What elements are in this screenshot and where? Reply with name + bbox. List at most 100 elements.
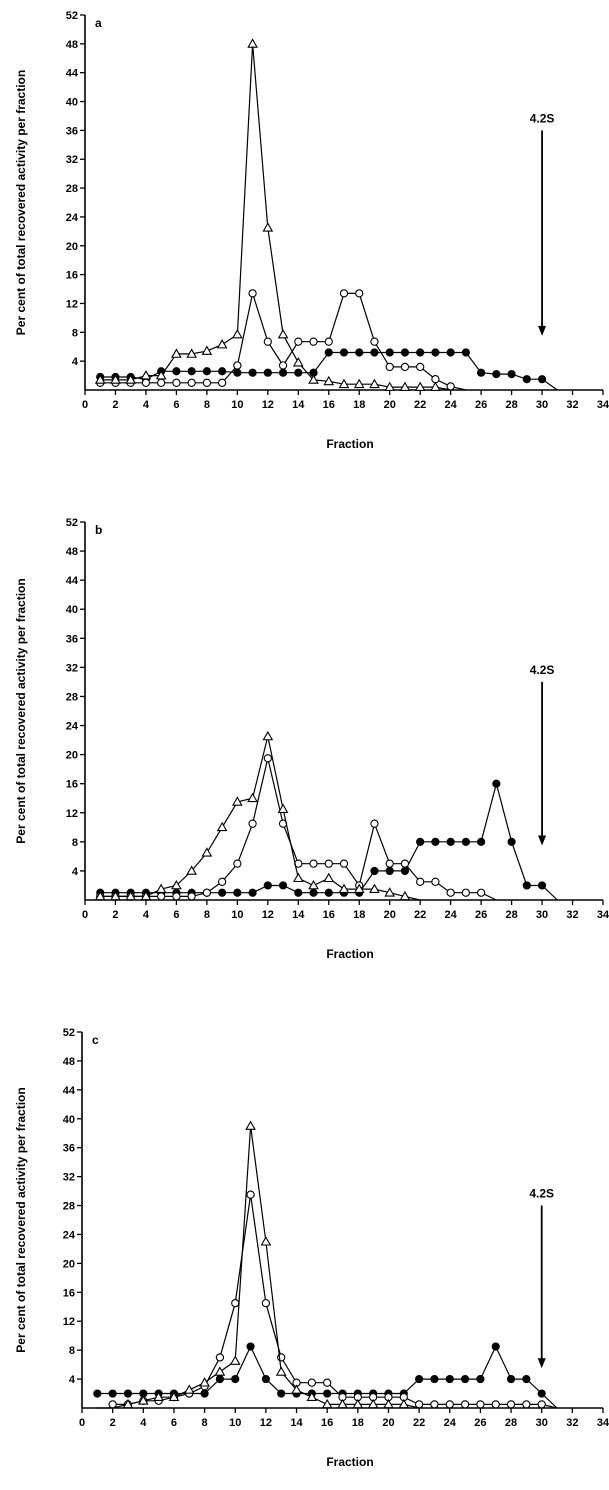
- x-tick-label: 18: [353, 399, 365, 411]
- data-point-filled-circle: [202, 367, 211, 376]
- data-point-open-triangle: [155, 370, 167, 380]
- y-tick-label: 40: [66, 604, 78, 616]
- data-point-open-triangle: [323, 872, 335, 883]
- x-tick-label: 28: [505, 909, 517, 921]
- y-axis-title-b: Per cent of total recovered activity per…: [14, 578, 28, 843]
- sedimentation-marker-label-a: 4.2S: [530, 111, 555, 125]
- y-tick-label: 52: [63, 1027, 75, 1039]
- data-point-filled-circle: [123, 1389, 133, 1398]
- data-point-filled-circle: [492, 370, 501, 379]
- data-point-open-triangle: [186, 348, 197, 358]
- data-point-filled-circle: [309, 888, 318, 897]
- series-line-open-triangle: [97, 1125, 420, 1409]
- data-point-open-triangle: [216, 821, 228, 832]
- x-tick-label: 12: [260, 1417, 272, 1429]
- data-point-open-triangle: [199, 1377, 210, 1387]
- data-point-open-triangle: [153, 1391, 164, 1402]
- data-point-open-circle: [233, 361, 242, 370]
- data-point-filled-circle: [324, 888, 333, 897]
- x-tick-label: 18: [352, 1417, 364, 1429]
- y-tick-label: 12: [66, 298, 78, 310]
- data-point-open-triangle: [414, 381, 426, 391]
- data-point-open-triangle: [125, 890, 137, 901]
- data-point-open-triangle: [125, 374, 137, 384]
- data-point-open-triangle: [308, 879, 319, 890]
- series-line-filled-circle: [100, 781, 558, 901]
- x-tick-label: 32: [566, 1417, 578, 1429]
- y-tick-label: 40: [63, 1114, 75, 1126]
- panel-letter-a: a: [95, 16, 102, 30]
- data-point-open-circle: [233, 859, 242, 868]
- panel-a: a Fraction Per cent of total recovered a…: [14, 10, 609, 451]
- data-point-open-triangle: [232, 328, 243, 339]
- x-tick-label: 6: [173, 909, 179, 921]
- series-line-open-triangle: [100, 736, 421, 901]
- x-tick-label: 22: [413, 1417, 425, 1429]
- data-point-open-circle: [400, 362, 410, 372]
- data-point-open-circle: [263, 337, 272, 346]
- data-point-open-triangle: [352, 1398, 364, 1409]
- data-point-open-triangle: [383, 1398, 394, 1409]
- x-tick-label: 8: [202, 1417, 208, 1429]
- x-tick-label: 18: [353, 909, 365, 921]
- data-point-open-triangle: [308, 374, 319, 384]
- data-point-open-circle: [231, 1299, 240, 1308]
- data-point-open-circle: [323, 1378, 332, 1387]
- x-tick-label: 32: [566, 909, 578, 921]
- data-point-open-triangle: [384, 887, 396, 897]
- data-point-filled-circle: [294, 888, 303, 897]
- data-point-open-triangle: [277, 803, 289, 813]
- data-point-filled-circle: [522, 881, 531, 890]
- x-tick-label: 16: [321, 1417, 333, 1429]
- x-tick-label: 34: [597, 399, 609, 411]
- y-tick-label: 44: [66, 68, 79, 80]
- data-point-open-circle: [202, 378, 212, 387]
- data-point-open-triangle: [110, 374, 121, 384]
- data-point-open-circle: [476, 1400, 485, 1409]
- data-point-filled-circle: [537, 375, 547, 384]
- x-tick-label: 4: [140, 1417, 147, 1429]
- data-point-filled-circle: [263, 368, 272, 377]
- data-point-open-circle: [324, 859, 333, 868]
- data-point-filled-circle: [415, 1374, 424, 1384]
- data-point-filled-circle: [507, 370, 516, 379]
- x-axis-title-a: Fraction: [326, 437, 373, 451]
- x-tick-label: 12: [262, 399, 274, 411]
- data-point-open-circle: [460, 1400, 470, 1409]
- data-point-open-circle: [172, 892, 181, 901]
- data-point-open-triangle: [369, 378, 380, 389]
- data-point-filled-circle: [218, 367, 227, 376]
- data-point-open-circle: [246, 1190, 255, 1199]
- data-point-open-circle: [248, 289, 257, 298]
- data-point-filled-circle: [246, 1342, 255, 1351]
- data-point-open-triangle: [122, 1398, 134, 1409]
- data-point-open-triangle: [306, 1391, 318, 1402]
- data-point-open-circle: [261, 1299, 271, 1308]
- x-tick-label: 30: [536, 909, 548, 921]
- x-tick-label: 4: [143, 909, 150, 921]
- data-point-filled-circle: [172, 367, 181, 376]
- data-point-open-triangle: [292, 357, 304, 367]
- y-tick-label: 20: [66, 750, 78, 762]
- x-tick-label: 26: [475, 399, 487, 411]
- x-tick-label: 24: [445, 909, 458, 921]
- data-point-open-circle: [157, 892, 166, 901]
- data-point-open-triangle: [337, 1398, 348, 1409]
- data-point-open-circle: [324, 337, 333, 346]
- data-point-filled-circle: [431, 348, 440, 357]
- data-point-open-circle: [537, 1400, 546, 1409]
- data-point-filled-circle: [477, 837, 486, 846]
- data-point-filled-circle: [537, 881, 547, 890]
- x-tick-label: 28: [505, 399, 517, 411]
- data-point-open-circle: [446, 382, 455, 391]
- data-point-open-circle: [339, 289, 349, 298]
- x-tick-label: 6: [173, 399, 179, 411]
- x-tick-label: 14: [292, 399, 305, 411]
- data-point-filled-circle: [339, 348, 349, 357]
- y-tick-label: 16: [63, 1287, 75, 1299]
- data-point-open-circle: [416, 877, 425, 886]
- data-point-filled-circle: [476, 1374, 485, 1384]
- y-tick-label: 36: [66, 125, 78, 137]
- data-point-filled-circle: [108, 1389, 117, 1398]
